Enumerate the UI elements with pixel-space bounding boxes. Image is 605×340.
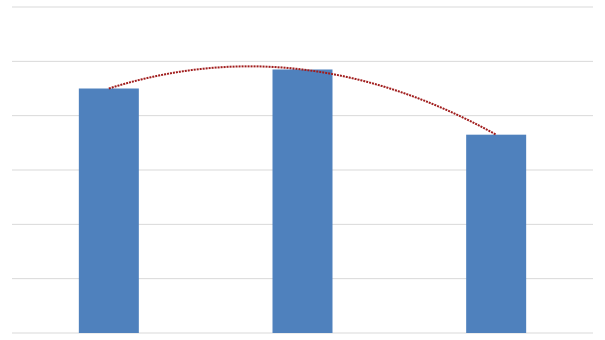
bar: [272, 69, 333, 333]
bar: [78, 88, 139, 333]
bar: [466, 134, 527, 333]
trendline: [108, 65, 497, 136]
